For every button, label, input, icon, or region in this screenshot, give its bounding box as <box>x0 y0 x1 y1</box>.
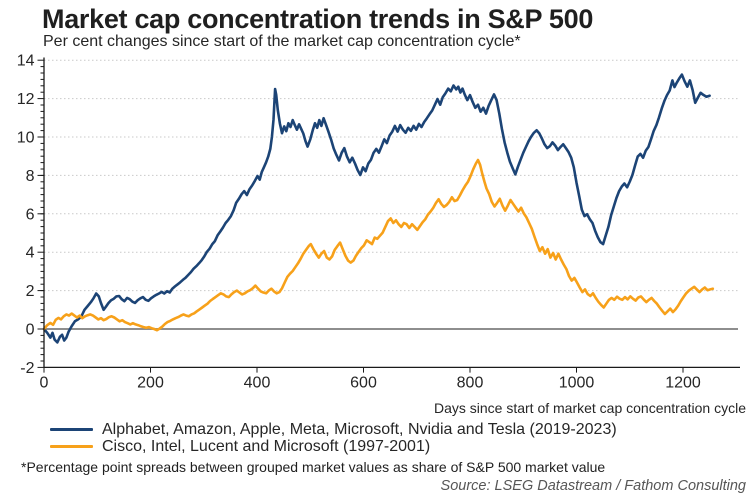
svg-text:1000: 1000 <box>559 374 595 391</box>
svg-text:200: 200 <box>137 374 164 391</box>
x-axis-label: Days since start of market cap concentra… <box>433 400 746 416</box>
series-line-navy <box>42 73 711 344</box>
legend: Alphabet, Amazon, Apple, Meta, Microsoft… <box>50 421 617 455</box>
svg-text:400: 400 <box>244 374 271 391</box>
chart-subtitle: Per cent changes since start of the mark… <box>43 33 521 50</box>
svg-text:10: 10 <box>17 130 35 147</box>
y-tick-labels: -2 0 2 4 6 8 10 12 14 <box>17 53 35 377</box>
svg-text:800: 800 <box>457 374 484 391</box>
legend-label-1997-2001: Cisco, Intel, Lucent and Microsoft (1997… <box>102 437 431 455</box>
x-ticks <box>43 367 684 373</box>
x-tick-labels: 0 200 400 600 800 1000 1200 <box>40 374 701 391</box>
svg-text:0: 0 <box>40 374 49 391</box>
source-credit: Source: LSEG Datastream / Fathom Consult… <box>440 478 746 494</box>
y-gridlines <box>44 59 738 292</box>
svg-text:8: 8 <box>26 168 35 185</box>
series-orange-swatch-line <box>50 444 93 449</box>
svg-text:600: 600 <box>350 374 377 391</box>
legend-label-2019-2023: Alphabet, Amazon, Apple, Meta, Microsoft… <box>102 420 617 438</box>
svg-text:1200: 1200 <box>665 374 701 391</box>
y-ticks <box>37 59 44 368</box>
svg-text:0: 0 <box>26 322 35 339</box>
svg-text:14: 14 <box>17 53 35 70</box>
series-navy-swatch-line <box>50 427 93 432</box>
svg-text:6: 6 <box>26 206 35 223</box>
svg-text:2: 2 <box>26 283 35 300</box>
svg-text:12: 12 <box>17 91 35 108</box>
series-line-orange <box>42 158 715 332</box>
footnote: *Percentage point spreads between groupe… <box>21 459 606 475</box>
legend-item-2019-2023: Alphabet, Amazon, Apple, Meta, Microsoft… <box>50 421 617 438</box>
page-title: Market cap concentration trends in S&P 5… <box>42 4 594 34</box>
legend-item-1997-2001: Cisco, Intel, Lucent and Microsoft (1997… <box>50 438 617 455</box>
svg-text:-2: -2 <box>20 360 34 377</box>
svg-text:4: 4 <box>26 245 35 262</box>
